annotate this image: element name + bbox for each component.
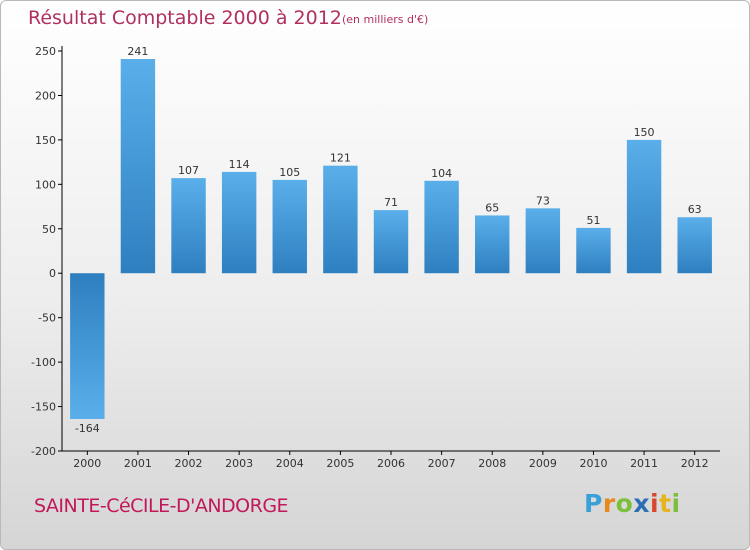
bar-value-label: 71: [384, 196, 398, 209]
bar-value-label: 105: [279, 166, 300, 179]
x-axis: 2000 2001 2002 2003 2004 2005 2006 2007 2008 2009…: [62, 450, 720, 470]
bar: [171, 178, 206, 274]
y-tick-label: -200: [31, 445, 56, 458]
y-tick-label: 200: [35, 89, 56, 102]
bar-value-label: 150: [634, 126, 655, 139]
bar: [626, 139, 662, 274]
bar-value-label: 51: [586, 214, 600, 227]
bar: [475, 215, 510, 274]
x-tick-label: 2011: [630, 457, 658, 470]
bar-value-label: 104: [431, 167, 452, 180]
y-tick-label: -50: [38, 312, 56, 325]
y-axis: 250 200 150 100 50 0 -50 -100 -150 -200: [31, 45, 63, 458]
x-tick-label: 2007: [428, 457, 456, 470]
y-tick-label: 150: [35, 134, 56, 147]
x-tick-label: 2000: [73, 457, 101, 470]
bar: [424, 180, 459, 274]
bar: [323, 165, 358, 274]
bar: [576, 227, 611, 274]
bar-value-label: 121: [330, 152, 351, 165]
chart-subtitle: (en milliers d'€): [342, 13, 429, 26]
bar-value-label: 107: [178, 164, 199, 177]
bars: [70, 59, 712, 419]
x-tick-label: 2009: [529, 457, 557, 470]
x-tick-label: 2002: [175, 457, 203, 470]
x-tick-label: 2010: [579, 457, 607, 470]
bar-value-label: 63: [688, 203, 702, 216]
x-tick-label: 2003: [225, 457, 253, 470]
bar: [70, 273, 105, 419]
bar-value-label: 65: [485, 201, 499, 214]
value-labels: -164 241 107 114 105 121 71 104 65 73 51 150 63: [75, 45, 702, 435]
proxiti-logo: Proxiti: [584, 489, 681, 518]
bar-value-label: 241: [127, 45, 148, 58]
x-tick-label: 2004: [276, 457, 304, 470]
bar: [221, 171, 257, 274]
y-tick-label: 250: [35, 45, 56, 58]
y-tick-label: 0: [49, 267, 56, 280]
x-tick-label: 2006: [377, 457, 405, 470]
x-tick-label: 2012: [681, 457, 709, 470]
bar-value-label: 73: [536, 194, 550, 207]
y-tick-label: -150: [31, 401, 56, 414]
bar-value-label: -164: [75, 422, 100, 435]
y-tick-label: 100: [35, 178, 56, 191]
y-tick-label: 50: [42, 223, 56, 236]
bar: [120, 59, 156, 274]
bar: [272, 179, 307, 274]
bar: [677, 217, 712, 274]
bar-value-label: 114: [229, 158, 250, 171]
x-tick-label: 2008: [478, 457, 506, 470]
commune-name: SAINTE-CéCILE-D'ANDORGE: [34, 495, 289, 517]
bar: [373, 210, 409, 274]
bar: [525, 208, 561, 274]
x-tick-label: 2001: [124, 457, 152, 470]
y-tick-label: -100: [31, 356, 56, 369]
x-tick-label: 2005: [326, 457, 354, 470]
chart-title: Résultat Comptable 2000 à 2012: [28, 7, 342, 29]
